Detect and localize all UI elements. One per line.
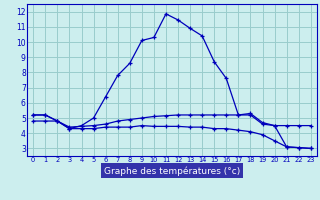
X-axis label: Graphe des températures (°c): Graphe des températures (°c)	[104, 166, 240, 176]
